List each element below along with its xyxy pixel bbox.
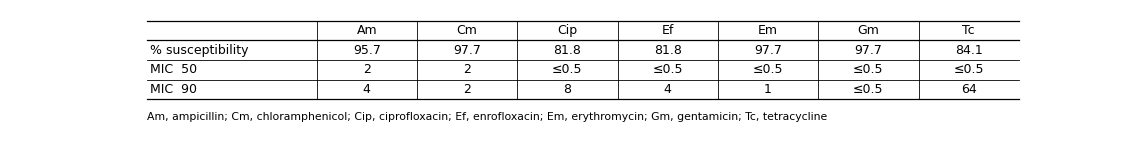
Text: 81.8: 81.8 [654, 44, 682, 57]
Text: 2: 2 [463, 83, 471, 96]
Text: ≤0.5: ≤0.5 [553, 63, 582, 76]
Text: Cip: Cip [557, 24, 578, 37]
Text: Am, ampicillin; Cm, chloramphenicol; Cip, ciprofloxacin; Ef, enrofloxacin; Em, e: Am, ampicillin; Cm, chloramphenicol; Cip… [147, 112, 827, 122]
Text: Em: Em [758, 24, 778, 37]
Text: ≤0.5: ≤0.5 [954, 63, 984, 76]
Text: ≤0.5: ≤0.5 [853, 63, 883, 76]
Text: Ef: Ef [662, 24, 674, 37]
Text: ≤0.5: ≤0.5 [653, 63, 683, 76]
Text: Am: Am [357, 24, 377, 37]
Text: MIC  50: MIC 50 [150, 63, 197, 76]
Text: Tc: Tc [962, 24, 976, 37]
Text: 4: 4 [664, 83, 672, 96]
Text: % susceptibility: % susceptibility [150, 44, 249, 57]
Text: Gm: Gm [857, 24, 879, 37]
Text: 8: 8 [564, 83, 572, 96]
Text: ≤0.5: ≤0.5 [753, 63, 783, 76]
Text: 81.8: 81.8 [554, 44, 581, 57]
Text: 97.7: 97.7 [754, 44, 782, 57]
Text: 84.1: 84.1 [955, 44, 982, 57]
Text: 97.7: 97.7 [454, 44, 481, 57]
Text: 2: 2 [363, 63, 371, 76]
Text: 64: 64 [961, 83, 977, 96]
Text: MIC  90: MIC 90 [150, 83, 197, 96]
Text: 2: 2 [463, 63, 471, 76]
Text: 1: 1 [764, 83, 772, 96]
Text: 95.7: 95.7 [352, 44, 381, 57]
Text: 97.7: 97.7 [855, 44, 882, 57]
Text: 4: 4 [363, 83, 371, 96]
Text: ≤0.5: ≤0.5 [853, 83, 883, 96]
Text: Cm: Cm [457, 24, 478, 37]
